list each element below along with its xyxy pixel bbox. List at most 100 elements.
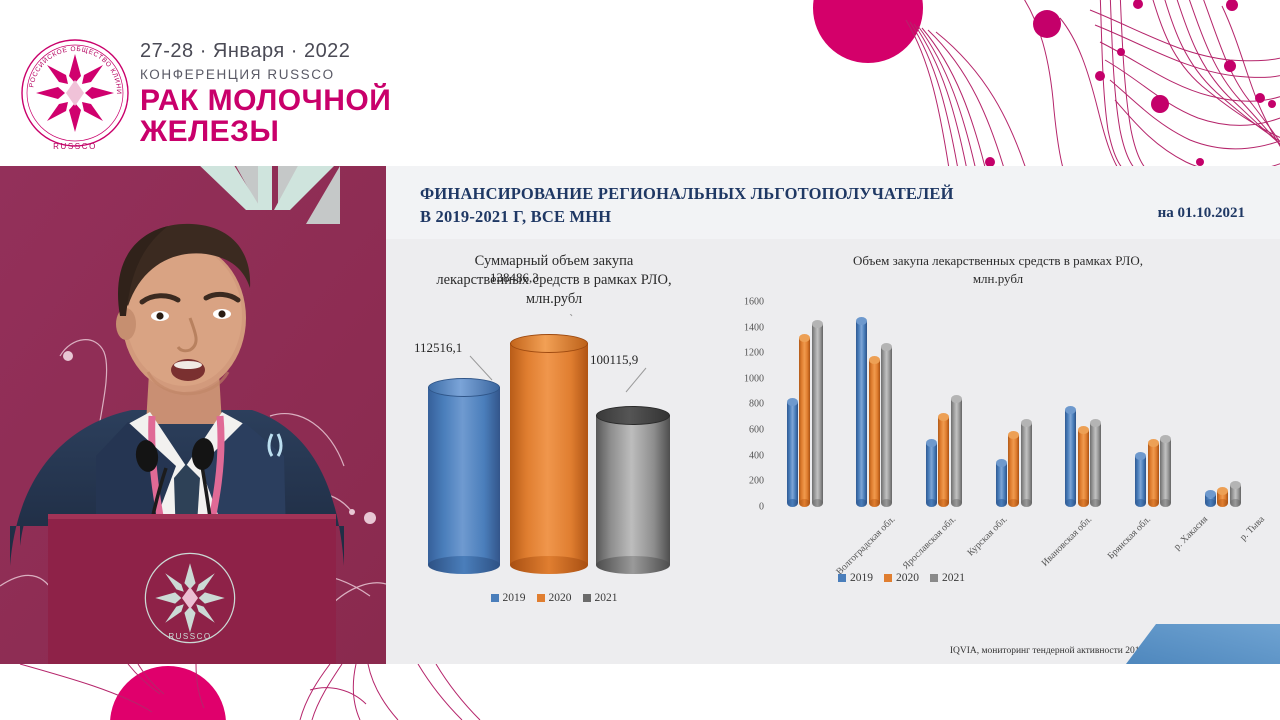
- bar-cap: [1008, 430, 1020, 439]
- x-axis-category-label: р. Хакасия: [1171, 514, 1211, 553]
- bar-base: [925, 499, 937, 507]
- bar-cap: [950, 394, 962, 403]
- y-tick-label: 600: [749, 424, 764, 436]
- chart-title-line: Суммарный объем закупа: [474, 253, 634, 269]
- bar-cap: [1217, 486, 1229, 495]
- legend-item-2019[interactable]: 2019: [838, 572, 873, 584]
- legend-item-2021[interactable]: 2021: [582, 592, 618, 604]
- conference-title-line2: ЖЕЛЕЗЫ: [140, 115, 280, 148]
- conference-subtitle: КОНФЕРЕНЦИЯ RUSSCO: [140, 67, 335, 82]
- bar-base: [868, 499, 880, 507]
- slide-body: Суммарный объем закупа лекарственных сре…: [386, 239, 1280, 664]
- bar-base: [1160, 499, 1172, 507]
- chart-total-volume-title: Суммарный объем закупа лекарственных сре…: [394, 252, 714, 309]
- bar-base: [786, 499, 798, 507]
- chart-regional-volume-plot: 1600 1400 1200 1000 800 600 400 200 0 Во…: [726, 297, 1267, 578]
- legend-label: 2021: [942, 572, 965, 584]
- chart-title-line: лекарственных средств в рамках РЛО,: [436, 272, 672, 288]
- legend-item-2021[interactable]: 2021: [930, 572, 965, 584]
- legend-item-2020[interactable]: 2020: [536, 592, 572, 604]
- legend-item-2020[interactable]: 2020: [884, 572, 919, 584]
- bar-cap: [881, 343, 893, 351]
- bar-cap: [1065, 405, 1077, 414]
- bar-base: [881, 499, 893, 507]
- bar-base: [1147, 499, 1159, 507]
- header-text-block: 27-28 · Января · 2022 КОНФЕРЕНЦИЯ RUSSCO…: [140, 40, 391, 147]
- x-axis-labels: Волгоградская обл. Ярославская обл. Курска…: [774, 512, 1267, 577]
- bar-base: [1008, 499, 1020, 507]
- legend-regional-volume: 2019 2020 2021: [838, 572, 965, 584]
- bar-2021-4: [1020, 418, 1032, 507]
- bar-2019-1: [786, 398, 798, 507]
- y-tick-label: 400: [749, 450, 764, 462]
- bar-base: [1065, 499, 1077, 507]
- bar-2021-3: [950, 394, 962, 507]
- bar-2019-5: [1065, 405, 1077, 507]
- slide-title-line2: В 2019-2021 Г, ВСЕ МНН: [420, 207, 612, 226]
- legend-label: 2019: [502, 592, 526, 604]
- speaker-video[interactable]: RUSSCO: [0, 166, 386, 664]
- bar-cap: [1090, 418, 1102, 427]
- slide-as-of-date: на 01.10.2021: [1157, 205, 1245, 221]
- y-tick-label: 0: [759, 501, 764, 513]
- bar-2021-6: [1160, 435, 1172, 507]
- bar-2020-6: [1147, 439, 1159, 507]
- bar-body: [1135, 455, 1147, 503]
- bar-2019-3: [925, 439, 937, 507]
- x-axis-category-label: р. Тыва: [1237, 514, 1267, 544]
- bar-base: [1135, 499, 1147, 507]
- svg-text:RUSSCO: RUSSCO: [53, 142, 97, 151]
- bar-body: [950, 398, 962, 503]
- bar-2019-6: [1135, 451, 1147, 507]
- bar-cap: [786, 398, 798, 407]
- bar-base: [1077, 499, 1089, 507]
- bar-cap: [1020, 418, 1032, 427]
- legend-label: 2020: [896, 572, 919, 584]
- bar-base: [995, 499, 1007, 507]
- bar-body: [1008, 434, 1020, 503]
- bar-base: [811, 499, 823, 507]
- x-axis-category-label: Волгоградская обл.: [833, 514, 898, 578]
- bar-cap: [868, 355, 880, 364]
- bar-2020-2: [868, 355, 880, 507]
- chart-total-volume-plot: 112516,1 138486,3 100115,9: [394, 270, 714, 574]
- slide-title-band: [386, 166, 1280, 239]
- chart-regional-volume: Объем закупа лекарственных средств в рам…: [718, 244, 1274, 639]
- bar-body: [1217, 490, 1229, 503]
- bar-base: [856, 499, 868, 507]
- header-decoration-graphic: [813, 0, 1280, 166]
- footer-decoration-graphic: [0, 664, 1280, 720]
- bar-body: [881, 347, 893, 503]
- y-tick-label: 1600: [744, 296, 764, 308]
- presentation-slide: ФИНАНСИРОВАНИЕ РЕГИОНАЛЬНЫХ ЛЬГОТОПОЛУЧА…: [386, 166, 1280, 664]
- bar-2019-7: [1204, 490, 1216, 507]
- y-tick-label: 1400: [744, 322, 764, 334]
- bar-2020-1: [799, 334, 811, 507]
- bar-2020-3: [938, 413, 950, 507]
- bar-2020-7: [1217, 486, 1229, 507]
- bar-body: [925, 443, 937, 503]
- bar-group-container: [774, 302, 1262, 507]
- bar-cap: [1147, 439, 1159, 448]
- conference-header: RUSSCO РОССИЙСКОЕ ОБЩЕСТВО КЛИНИЧЕСКОЙ О…: [0, 0, 1280, 166]
- bar-body: [995, 462, 1007, 503]
- bar-2020-4: [1008, 430, 1020, 507]
- legend-total-volume: 2019 2020 2021: [394, 592, 714, 604]
- svg-text:РОССИЙСКОЕ ОБЩЕСТВО КЛИНИЧЕСКО: РОССИЙСКОЕ ОБЩЕСТВО КЛИНИЧЕСКОЙ ОНКОЛОГИ…: [16, 32, 122, 95]
- slide-corner-ribbon: [1126, 624, 1280, 664]
- bar-body: [1077, 430, 1089, 503]
- x-axis-category-label: Брянская обл.: [1105, 514, 1154, 562]
- bar-cap: [811, 319, 823, 328]
- legend-label: 2019: [850, 572, 873, 584]
- bar-body: [868, 359, 880, 503]
- bar-body: [856, 321, 868, 503]
- bar-body: [1020, 422, 1032, 503]
- bar-2020-5: [1077, 426, 1089, 507]
- slide-title: ФИНАНСИРОВАНИЕ РЕГИОНАЛЬНЫХ ЛЬГОТОПОЛУЧА…: [420, 182, 954, 228]
- bar-base: [1090, 499, 1102, 507]
- chart-title-line: млн.рубл: [972, 271, 1024, 286]
- x-axis-category-label: Ивановская обл.: [1039, 514, 1094, 569]
- x-axis-category-label: Курская обл.: [965, 514, 1010, 559]
- legend-label: 2020: [548, 592, 572, 604]
- legend-item-2019[interactable]: 2019: [490, 592, 526, 604]
